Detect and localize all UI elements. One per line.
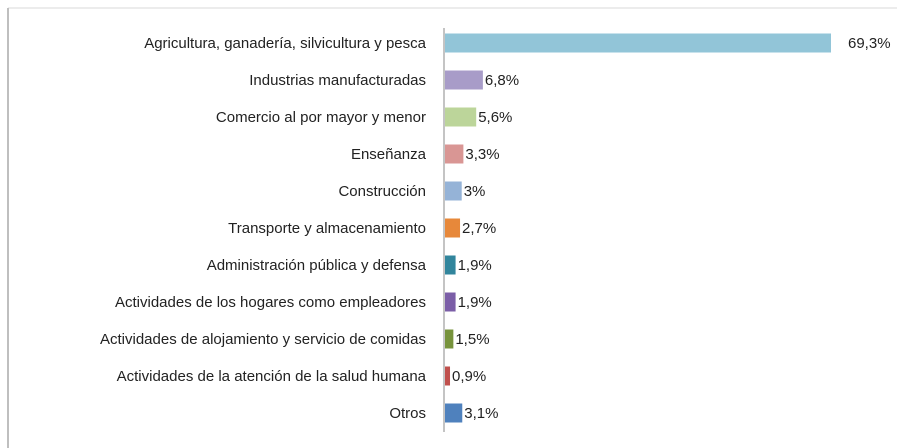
category-label: Industrias manufacturadas	[249, 72, 426, 89]
category-label: Transporte y almacenamiento	[228, 220, 426, 237]
category-label: Actividades de alojamiento y servicio de…	[100, 331, 426, 348]
bar	[445, 33, 831, 53]
category-label: Comercio al por mayor y menor	[216, 109, 426, 126]
bar	[445, 366, 451, 386]
category-label: Otros	[389, 405, 426, 422]
bar	[445, 144, 464, 164]
category-label: Construcción	[338, 183, 426, 200]
category-label: Actividades de la atención de la salud h…	[117, 368, 427, 385]
bar	[445, 329, 454, 349]
bar	[445, 403, 463, 423]
value-label: 3,3%	[465, 146, 499, 163]
value-label: 1,5%	[455, 331, 489, 348]
bar	[445, 107, 477, 127]
bar	[445, 292, 456, 312]
value-label: 2,7%	[462, 220, 496, 237]
category-label: Administración pública y defensa	[207, 257, 427, 274]
value-label: 5,6%	[478, 109, 512, 126]
value-label: 1,9%	[458, 294, 492, 311]
value-label: 6,8%	[485, 72, 519, 89]
value-label: 69,3%	[848, 35, 891, 52]
bar	[445, 218, 461, 238]
value-label: 1,9%	[458, 257, 492, 274]
bar	[445, 181, 462, 201]
value-label: 3%	[464, 183, 486, 200]
value-label: 0,9%	[452, 368, 486, 385]
bar	[445, 255, 456, 275]
value-label: 3,1%	[464, 405, 498, 422]
category-label: Actividades de los hogares como empleado…	[115, 294, 426, 311]
category-label: Agricultura, ganadería, silvicultura y p…	[144, 35, 426, 52]
category-label: Enseñanza	[351, 146, 427, 163]
bar	[445, 70, 483, 90]
